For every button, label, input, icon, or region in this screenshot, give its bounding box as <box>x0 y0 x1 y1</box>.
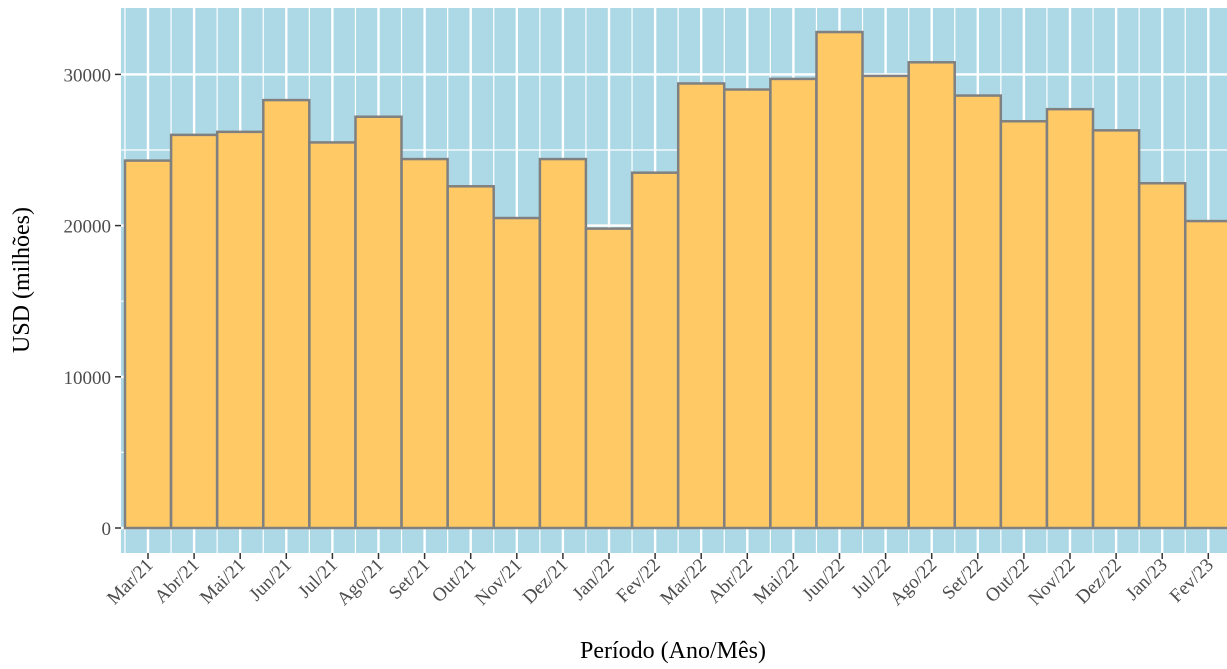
x-tick-label-2: Mai/21 <box>196 555 250 609</box>
bar-series2-19 <box>999 120 1049 530</box>
bar-series2-11 <box>630 171 680 530</box>
x-tick-label-0: Mar/21 <box>103 555 157 609</box>
bar-series2-2 <box>215 130 265 530</box>
x-tick-label-23: Fev/23 <box>1166 555 1218 607</box>
x-tick-label-6: Set/21 <box>385 555 434 604</box>
x-axis-title: Período (Ano/Mês) <box>580 638 766 664</box>
x-tick-label-20: Nov/22 <box>1024 555 1079 610</box>
y-tick-label-2: 20000 <box>64 217 112 238</box>
bar-series2-20 <box>1045 107 1095 530</box>
x-tick-label-22: Jan/23 <box>1122 555 1172 605</box>
x-tick-label-5: Ago/21 <box>333 555 388 610</box>
bar-series2-23 <box>1184 219 1227 530</box>
x-tick-label-14: Mai/22 <box>749 555 803 609</box>
bars <box>123 30 1227 530</box>
bar-series2-18 <box>953 94 1003 530</box>
x-axis: Mar/21Abr/21Mai/21Jun/21Jul/21Ago/21Set/… <box>103 553 1218 610</box>
bar-series2-12 <box>676 82 726 530</box>
y-tick-label-0: 0 <box>102 519 112 540</box>
y-axis-title: USD (milhões) <box>9 207 35 353</box>
x-tick-label-19: Out/22 <box>981 555 1033 607</box>
bar-series2-17 <box>907 61 956 530</box>
x-tick-label-3: Jun/21 <box>245 555 296 606</box>
bar-series2-6 <box>400 157 449 530</box>
y-tick-label-3: 30000 <box>64 65 112 86</box>
x-tick-label-10: Jan/22 <box>569 555 619 605</box>
x-tick-label-8: Nov/21 <box>471 555 526 610</box>
x-tick-label-15: Jun/22 <box>798 555 849 606</box>
bar-series2-9 <box>538 157 588 530</box>
bar-series2-3 <box>262 98 311 530</box>
bar-series2-0 <box>123 159 173 530</box>
bar-series2-16 <box>861 74 910 530</box>
bar-series2-7 <box>446 185 495 530</box>
bar-series2-1 <box>169 133 219 530</box>
x-tick-label-21: Dez/22 <box>1072 555 1126 609</box>
bar-series2-14 <box>769 77 818 530</box>
bar-series2-10 <box>584 227 634 530</box>
bar-series2-15 <box>815 30 864 530</box>
y-tick-label-1: 10000 <box>64 368 112 389</box>
y-axis: 0 10000 20000 30000 <box>64 65 121 540</box>
bar-series2-22 <box>1137 182 1187 530</box>
x-tick-label-11: Fev/22 <box>612 555 664 607</box>
bar-series2-5 <box>354 115 403 530</box>
bar-series2-4 <box>308 141 357 530</box>
x-tick-label-18: Set/22 <box>938 555 987 604</box>
x-tick-label-13: Abr/22 <box>704 555 757 608</box>
x-tick-label-9: Dez/21 <box>519 555 573 609</box>
x-tick-label-7: Out/21 <box>428 555 480 607</box>
x-tick-label-12: Mar/22 <box>656 555 710 609</box>
bar-series2-8 <box>492 216 542 530</box>
bar-series2-13 <box>723 88 772 530</box>
bar-series2-21 <box>1091 129 1141 530</box>
x-tick-label-1: Abr/21 <box>151 555 204 608</box>
x-tick-label-17: Ago/22 <box>886 555 941 610</box>
